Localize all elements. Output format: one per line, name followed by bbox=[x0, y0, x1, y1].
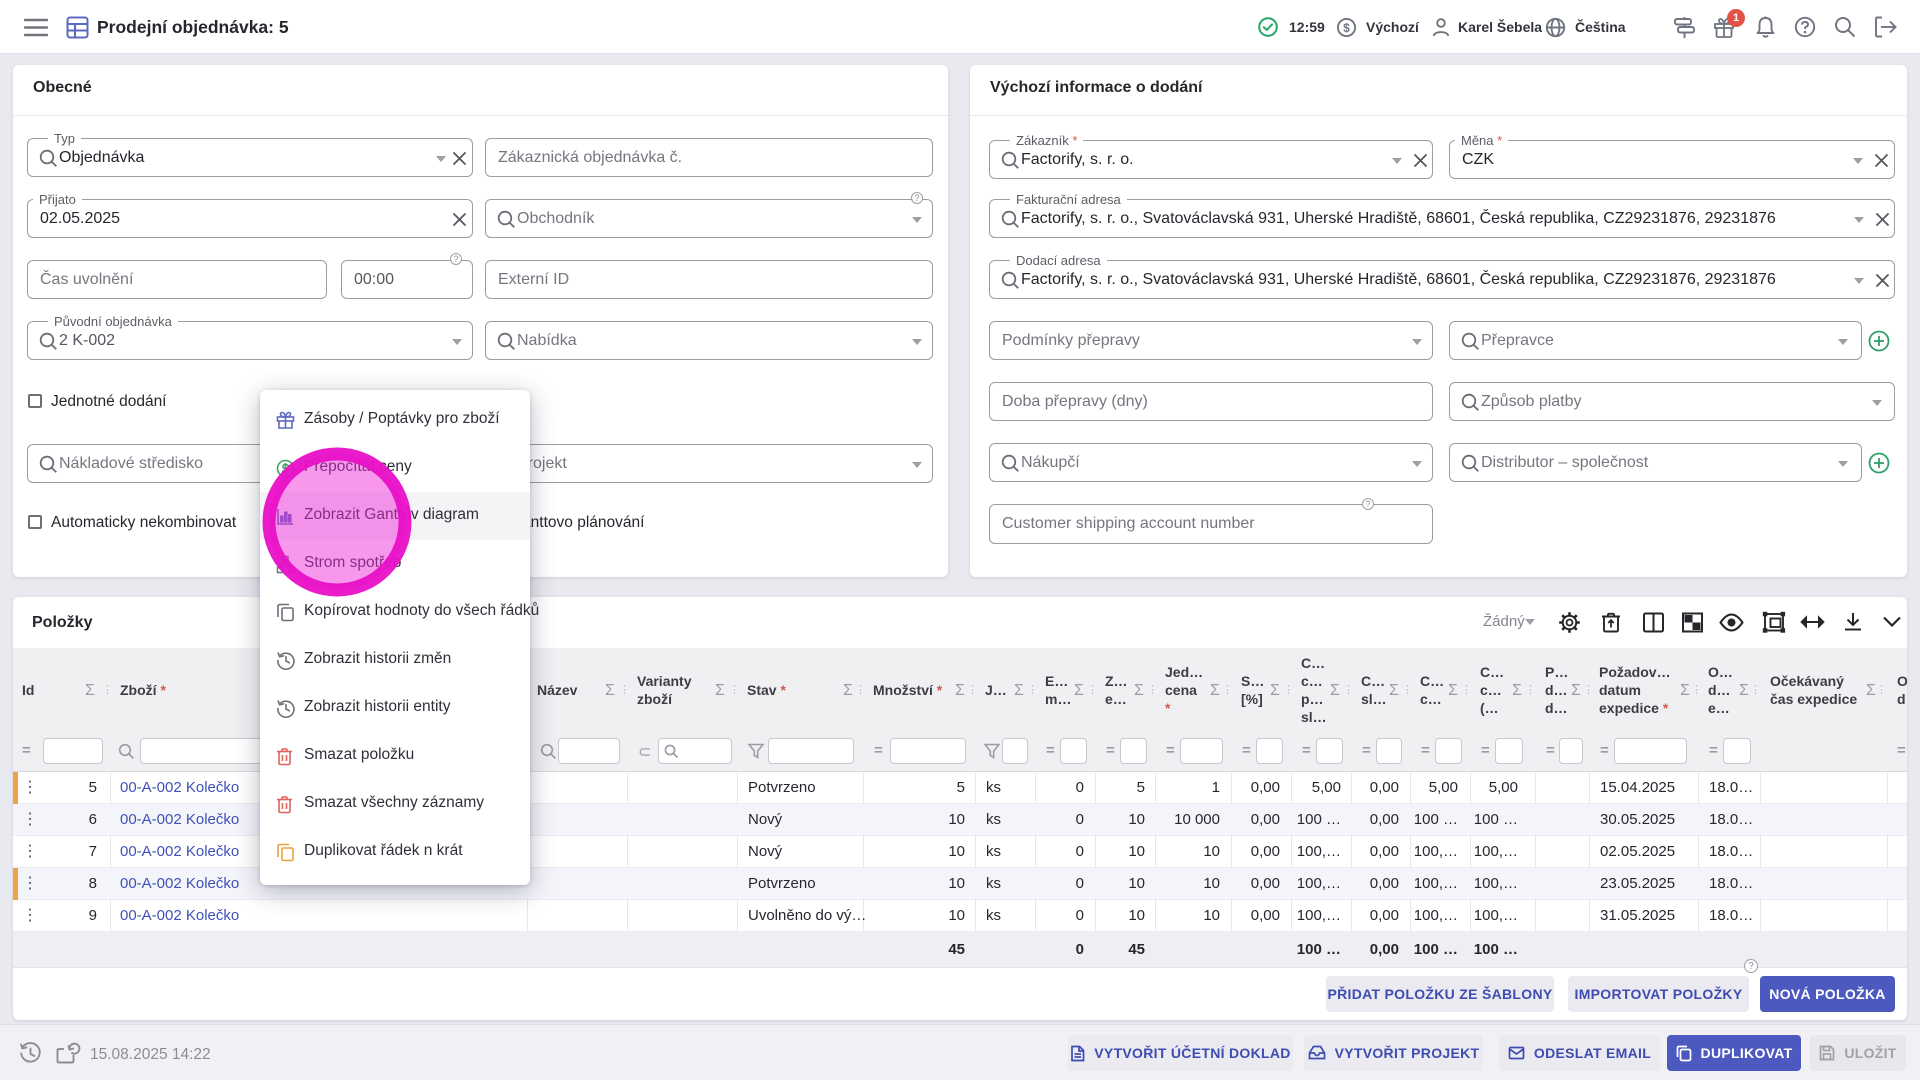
svg-text:$: $ bbox=[1343, 21, 1350, 35]
